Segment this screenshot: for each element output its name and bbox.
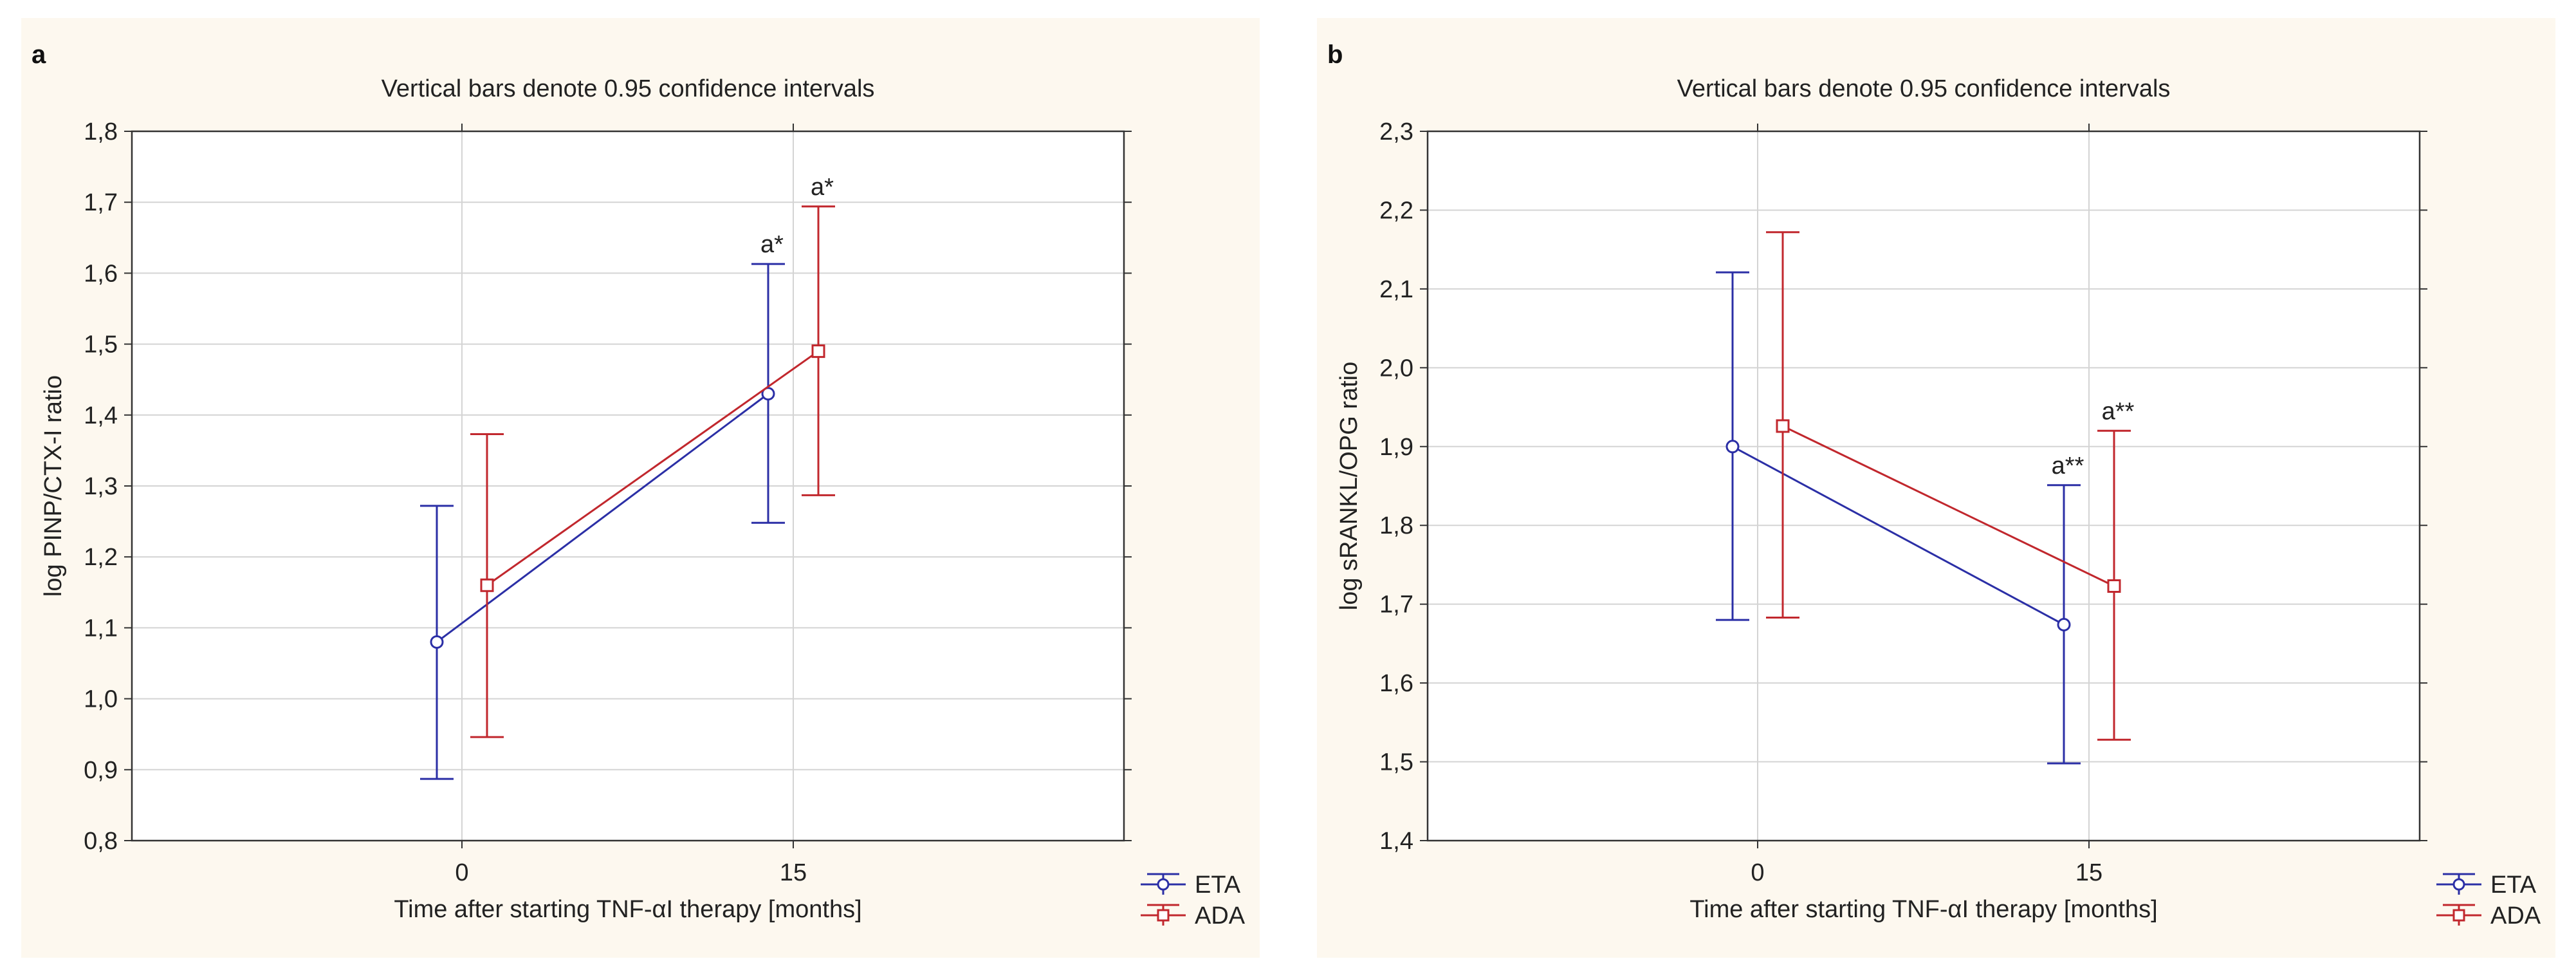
y-tick-label: 0,9 [84,757,118,784]
legend-label-eta: ETA [1195,872,1241,899]
plot-border [1426,130,2421,842]
panel-label: a [32,41,46,69]
data-point-eta [430,635,444,649]
y-tick-label: 1,1 [84,615,118,642]
legend-marker-eta [1157,878,1170,891]
y-axis-label: log PINP/CTX-I ratio [40,375,67,597]
y-tick-label: 1,3 [84,473,118,500]
y-tick-label: 1,8 [84,118,118,145]
y-tick-label: 2,2 [1379,197,1413,224]
y-tick-label: 1,4 [84,402,118,429]
x-tick-label: 15 [2075,859,2102,886]
legend-marker-ada [1157,909,1170,922]
significance-annotation: a* [760,231,784,258]
y-tick-label: 1,9 [1379,434,1413,461]
y-tick-label: 1,7 [1379,592,1413,619]
y-tick-label: 2,1 [1379,276,1413,303]
plot-area [1428,131,2420,841]
y-tick-label: 1,7 [84,189,118,216]
chart-title: Vertical bars denote 0.95 confidence int… [1677,75,2171,102]
data-point-ada [480,578,494,592]
series-line-ada [1782,425,2115,587]
legend-label-ada: ADA [2490,902,2541,929]
y-axis-label: log sRANKL/OPG ratio [1336,362,1363,610]
data-point-eta [761,387,775,401]
data-point-ada [1776,419,1790,433]
chart-b-svg: b Vertical bars denote 0.95 confidence in… [1317,18,2555,958]
legend-marker-eta [2452,878,2465,891]
data-point-eta [2057,618,2071,632]
legend-label-ada: ADA [1195,902,1246,929]
y-tick-label: 2,0 [1379,355,1413,382]
data-point-eta [1725,440,1740,454]
y-tick-label: 1,2 [84,544,118,571]
y-tick-label: 1,8 [1379,512,1413,539]
x-axis-label: Time after starting TNF-αI therapy [mont… [394,896,861,923]
series-line-eta [436,393,769,643]
y-tick-label: 1,5 [84,331,118,359]
series-line-eta [1732,445,2065,626]
panel-label: b [1327,41,1343,69]
y-tick-label: 1,6 [1379,670,1413,697]
x-tick-label: 0 [1751,859,1764,886]
y-tick-label: 1,4 [1379,828,1413,855]
legend-marker-ada [2452,909,2465,922]
data-point-ada [811,344,825,359]
series-line-ada [486,350,819,586]
significance-annotation: a* [811,174,834,201]
x-axis-label: Time after starting TNF-αI therapy [mont… [1689,896,2157,923]
chart-title: Vertical bars denote 0.95 confidence int… [382,75,875,102]
plot-border [131,130,1125,842]
legend-label-eta: ETA [2490,872,2537,899]
y-tick-label: 2,3 [1379,118,1413,145]
y-tick-label: 0,8 [84,828,118,855]
data-point-ada [2107,579,2121,593]
y-tick-label: 1,0 [84,686,118,713]
x-tick-label: 0 [455,859,468,886]
chart-panel-a: a Vertical bars denote 0.95 confidence in… [21,0,1282,979]
y-tick-label: 1,6 [84,260,118,287]
significance-annotation: a** [2052,452,2084,480]
x-tick-label: 15 [780,859,807,886]
chart-a-svg: a Vertical bars denote 0.95 confidence in… [21,18,1260,958]
significance-annotation: a** [2102,398,2135,425]
y-tick-label: 1,5 [1379,749,1413,776]
chart-panel-b: b Vertical bars denote 0.95 confidence in… [1317,0,2576,979]
